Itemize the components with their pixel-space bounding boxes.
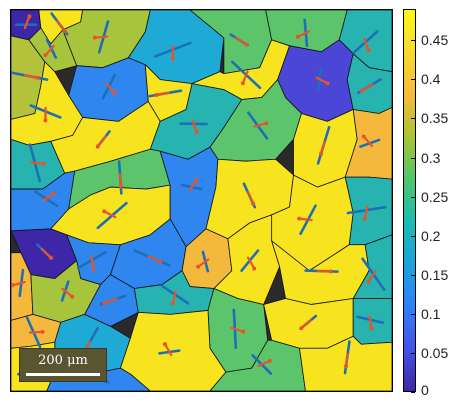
orientation-arrow-head bbox=[299, 326, 303, 330]
colorbar-tick-label: 0.15 bbox=[421, 268, 448, 282]
orientation-arrow-head bbox=[43, 53, 47, 57]
orientation-arrow-head bbox=[245, 43, 249, 47]
colorbar-tick-mark bbox=[411, 275, 415, 276]
orientation-arrow-head bbox=[119, 184, 123, 188]
colorbar-tick-label: 0.05 bbox=[421, 346, 448, 360]
orientation-arrow-head bbox=[113, 91, 117, 95]
scale-bar: 200 μm bbox=[19, 348, 107, 382]
orientation-arrow-head bbox=[93, 36, 97, 40]
colorbar-tick-label: 0.35 bbox=[421, 111, 448, 125]
colorbar-tick-mark bbox=[411, 197, 415, 198]
orientation-arrow-head bbox=[252, 266, 256, 270]
orientation-arrow-head bbox=[171, 57, 175, 61]
orientation-arrow-head bbox=[241, 330, 245, 334]
orientation-arrow-head bbox=[319, 152, 323, 156]
colorbar-tick-mark bbox=[411, 118, 415, 119]
orientation-arrow-head bbox=[268, 359, 272, 363]
orientation-arrow-head bbox=[367, 48, 371, 52]
orientation-arrow-head bbox=[366, 280, 370, 284]
orientation-arrow-head bbox=[41, 330, 45, 334]
orientation-arrow-head bbox=[158, 259, 162, 263]
colorbar bbox=[403, 9, 416, 392]
scale-bar-label: 200 μm bbox=[20, 353, 106, 368]
colorbar-tick-mark bbox=[411, 314, 415, 315]
orientation-arrow-head bbox=[264, 121, 268, 125]
orientation-arrow-head bbox=[103, 301, 107, 305]
orientation-arrow-head bbox=[363, 217, 367, 221]
orientation-arrow-head bbox=[70, 295, 74, 299]
grain-map: 200 μm bbox=[10, 9, 393, 392]
colorbar-tick-label: 0.3 bbox=[421, 151, 440, 165]
orientation-arrow-head bbox=[171, 301, 175, 305]
orientation-arrow-head bbox=[360, 89, 364, 93]
orientation-arrow-head bbox=[241, 81, 245, 85]
orientation-arrow-head bbox=[96, 144, 100, 148]
orientation-arrow-head bbox=[344, 364, 348, 368]
colorbar-tick-label: 0.25 bbox=[421, 190, 448, 204]
colorbar-tick-mark bbox=[411, 353, 415, 354]
colorbar-tick-label: 0.4 bbox=[421, 72, 440, 86]
colorbar-tick-label: 0.45 bbox=[421, 33, 448, 47]
colorbar-tick-mark bbox=[411, 40, 415, 41]
orientation-arrow-head bbox=[369, 327, 373, 331]
orientation-arrow-head bbox=[251, 202, 255, 206]
orientation-arrow-head bbox=[91, 267, 95, 271]
orientation-arrow-head bbox=[329, 269, 333, 273]
colorbar-tick-mark bbox=[411, 392, 415, 393]
orientation-arrow-head bbox=[51, 192, 55, 196]
orientation-arrow-head bbox=[49, 256, 53, 260]
orientation-arrow-head bbox=[296, 35, 300, 39]
orientation-arrow-head bbox=[297, 217, 301, 221]
orientation-arrow-head bbox=[163, 342, 167, 346]
orientation-arrow-head bbox=[326, 81, 330, 85]
colorbar-tick-mark bbox=[411, 236, 415, 237]
orientation-arrow-head bbox=[102, 209, 106, 213]
colorbar-tick-mark bbox=[411, 79, 415, 80]
orientation-arrow-head bbox=[195, 178, 199, 182]
orientation-arrow-head bbox=[362, 135, 366, 139]
orientation-arrow-head bbox=[35, 76, 39, 80]
colorbar-tick-label: 0.1 bbox=[421, 307, 440, 321]
orientation-arrow-head bbox=[196, 265, 200, 269]
orientation-arrow-head bbox=[42, 162, 46, 166]
orientation-arrow-head bbox=[27, 14, 31, 18]
colorbar-tick-mark bbox=[411, 158, 415, 159]
scale-bar-line bbox=[26, 373, 100, 376]
grain-map-canvas bbox=[11, 10, 392, 391]
orientation-arrow-head bbox=[155, 93, 159, 97]
orientation-arrow-head bbox=[43, 118, 47, 122]
colorbar-tick-label: 0 bbox=[421, 383, 429, 397]
colorbar-tick-label: 0.2 bbox=[421, 229, 440, 243]
orientation-arrow-head bbox=[195, 130, 199, 134]
orientation-arrow-head bbox=[63, 29, 67, 33]
